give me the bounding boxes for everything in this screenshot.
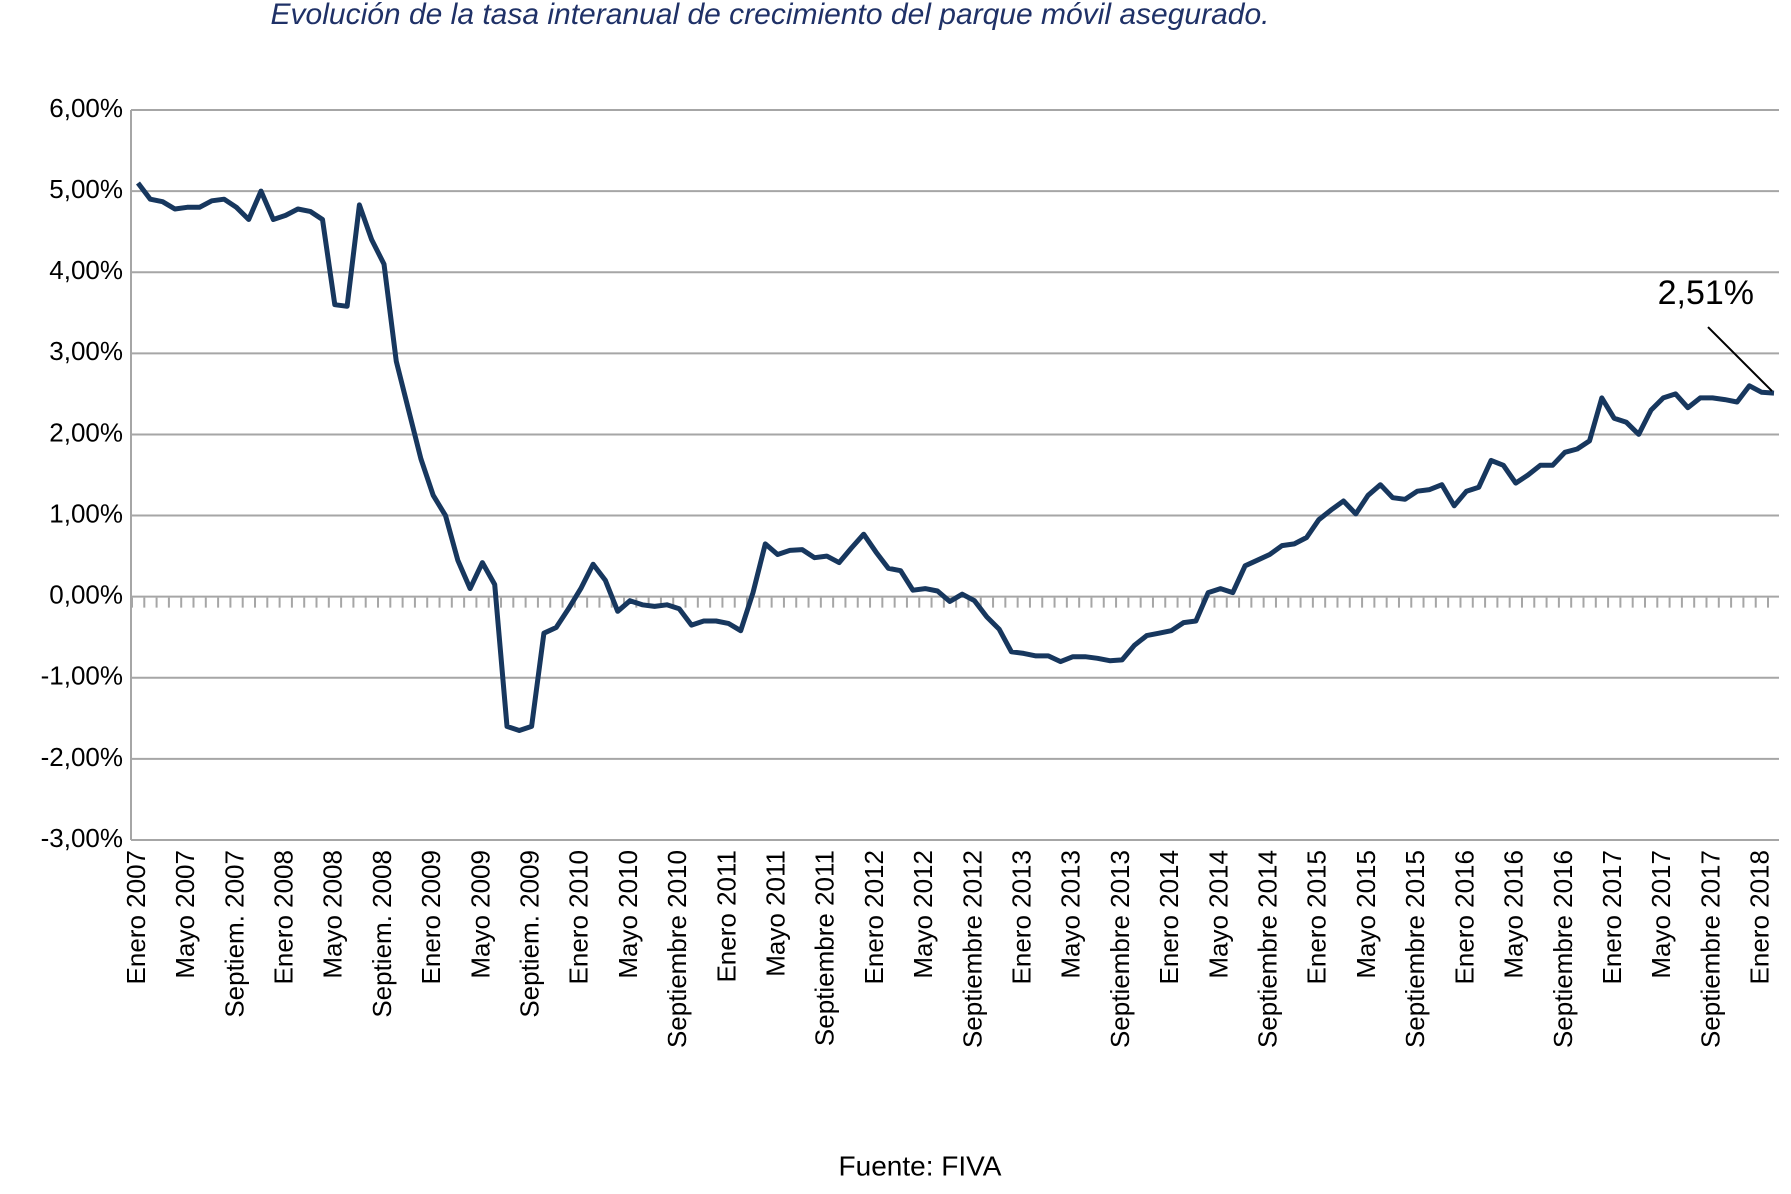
chart-title: Evolución de la tasa interanual de creci… [271,0,1270,31]
x-tick-label: Septiem. 2009 [514,850,544,1018]
x-tick-label: Mayo 2015 [1351,850,1381,979]
x-tick-label: Septiembre 2012 [957,850,987,1048]
annotation-arrow [1707,326,1773,392]
x-tick-label: Mayo 2014 [1203,850,1233,979]
x-tick-label: Mayo 2010 [613,850,643,979]
x-tick-label: Mayo 2007 [170,850,200,979]
data-label: 2,51% [1658,274,1754,312]
y-tick-label: 0,00% [49,580,123,610]
x-tick-label: Enero 2012 [859,850,889,984]
x-tick-label: Mayo 2012 [908,850,938,979]
x-tick-label: Septiembre 2016 [1548,850,1578,1048]
x-tick-label: Mayo 2011 [761,850,791,977]
x-tick-label: Enero 2016 [1449,850,1479,984]
x-tick-label: Enero 2018 [1745,850,1775,984]
x-tick-label: Septiembre 2014 [1253,850,1283,1048]
x-tick-label: Enero 2013 [1007,850,1037,984]
x-tick-label: Septiem. 2008 [367,850,397,1018]
x-tick-label: Enero 2009 [416,850,446,984]
x-tick-label: Enero 2014 [1154,850,1184,984]
x-tick-label: Enero 2015 [1302,850,1332,984]
x-tick-label: Septiembre 2010 [662,850,692,1048]
source: Fuente: FIVA [839,1150,1002,1181]
y-tick-label: -2,00% [41,742,123,772]
x-tick-label: Septiembre 2017 [1695,850,1725,1048]
x-tick-label: Mayo 2017 [1646,850,1676,979]
x-tick-label: Enero 2017 [1597,850,1627,984]
y-tick-label: 6,00% [49,93,123,123]
x-tick-label: Septiembre 2011 [810,850,840,1046]
x-tick-label: Enero 2008 [268,850,298,984]
y-tick-label: 3,00% [49,336,123,366]
x-tick-label: Septiembre 2013 [1105,850,1135,1048]
x-tick-label: Enero 2010 [564,850,594,984]
x-tick-label: Mayo 2009 [465,850,495,979]
y-tick-label: -3,00% [41,823,123,853]
data-line [136,181,1775,733]
y-tick-label: 4,00% [49,255,123,285]
y-tick-label: 1,00% [49,498,123,528]
y-tick-label: 2,00% [49,417,123,447]
x-tick-label: Mayo 2008 [318,850,348,979]
y-tick-label: 5,00% [49,174,123,204]
x-tick-label: Enero 2007 [121,850,151,984]
x-tick-label: Enero 2011 [711,850,741,983]
x-tick-label: Septiembre 2015 [1400,850,1430,1048]
x-tick-label: Mayo 2013 [1056,850,1086,979]
y-tick-label: -1,00% [41,661,123,691]
x-tick-label: Mayo 2016 [1499,850,1529,979]
x-tick-label: Septiem. 2007 [219,850,249,1018]
